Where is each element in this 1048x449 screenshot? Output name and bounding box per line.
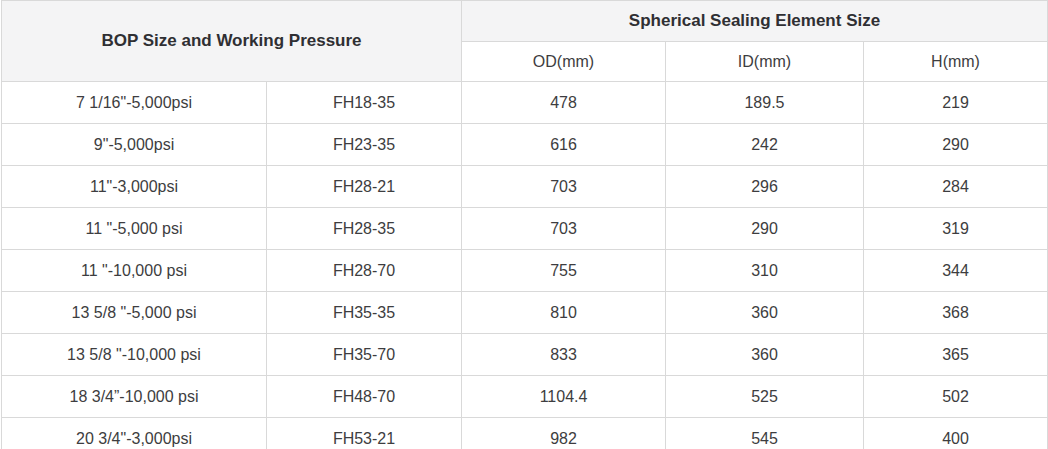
- bop-size-cell: 20 3/4"-3,000psi: [2, 418, 267, 449]
- h-cell: 502: [864, 376, 1048, 418]
- od-cell: 703: [462, 166, 666, 208]
- header-id-mm: ID(mm): [666, 42, 864, 82]
- table-row: 9"-5,000psi FH23-35 616 242 290: [2, 124, 1048, 166]
- model-cell: FH53-21: [267, 418, 462, 449]
- model-cell: FH35-35: [267, 292, 462, 334]
- id-cell: 360: [666, 292, 864, 334]
- h-cell: 365: [864, 334, 1048, 376]
- bop-size-cell: 11 "-5,000 psi: [2, 208, 267, 250]
- table-row: 13 5/8 "-10,000 psi FH35-70 833 360 365: [2, 334, 1048, 376]
- table-body: 7 1/16"-5,000psi FH18-35 478 189.5 219 9…: [2, 82, 1048, 449]
- table-row: 20 3/4"-3,000psi FH53-21 982 545 400: [2, 418, 1048, 449]
- table-row: 18 3/4”-10,000 psi FH48-70 1104.4 525 50…: [2, 376, 1048, 418]
- header-spherical-sealing-element-size: Spherical Sealing Element Size: [462, 1, 1048, 42]
- header-group-row: BOP Size and Working Pressure Spherical …: [2, 1, 1048, 42]
- bop-size-cell: 11"-3,000psi: [2, 166, 267, 208]
- model-cell: FH28-35: [267, 208, 462, 250]
- h-cell: 290: [864, 124, 1048, 166]
- h-cell: 219: [864, 82, 1048, 124]
- od-cell: 982: [462, 418, 666, 449]
- bop-size-cell: 13 5/8 "-10,000 psi: [2, 334, 267, 376]
- bop-size-cell: 7 1/16"-5,000psi: [2, 82, 267, 124]
- model-cell: FH35-70: [267, 334, 462, 376]
- table-row: 11 "-5,000 psi FH28-35 703 290 319: [2, 208, 1048, 250]
- h-cell: 284: [864, 166, 1048, 208]
- id-cell: 242: [666, 124, 864, 166]
- page-background: BOP Size and Working Pressure Spherical …: [0, 0, 1048, 449]
- id-cell: 525: [666, 376, 864, 418]
- model-cell: FH28-21: [267, 166, 462, 208]
- h-cell: 344: [864, 250, 1048, 292]
- od-cell: 755: [462, 250, 666, 292]
- bop-size-cell: 9"-5,000psi: [2, 124, 267, 166]
- od-cell: 616: [462, 124, 666, 166]
- bop-spec-table: BOP Size and Working Pressure Spherical …: [1, 0, 1048, 449]
- id-cell: 545: [666, 418, 864, 449]
- model-cell: FH23-35: [267, 124, 462, 166]
- od-cell: 810: [462, 292, 666, 334]
- table-row: 13 5/8 "-5,000 psi FH35-35 810 360 368: [2, 292, 1048, 334]
- od-cell: 1104.4: [462, 376, 666, 418]
- model-cell: FH18-35: [267, 82, 462, 124]
- header-bop-size-working-pressure: BOP Size and Working Pressure: [2, 1, 462, 82]
- od-cell: 478: [462, 82, 666, 124]
- bop-size-cell: 18 3/4”-10,000 psi: [2, 376, 267, 418]
- table-row: 11"-3,000psi FH28-21 703 296 284: [2, 166, 1048, 208]
- bop-size-cell: 11 "-10,000 psi: [2, 250, 267, 292]
- id-cell: 360: [666, 334, 864, 376]
- od-cell: 703: [462, 208, 666, 250]
- table-row: 11 "-10,000 psi FH28-70 755 310 344: [2, 250, 1048, 292]
- header-od-mm: OD(mm): [462, 42, 666, 82]
- od-cell: 833: [462, 334, 666, 376]
- h-cell: 319: [864, 208, 1048, 250]
- id-cell: 290: [666, 208, 864, 250]
- id-cell: 189.5: [666, 82, 864, 124]
- header-h-mm: H(mm): [864, 42, 1048, 82]
- h-cell: 400: [864, 418, 1048, 449]
- h-cell: 368: [864, 292, 1048, 334]
- id-cell: 296: [666, 166, 864, 208]
- model-cell: FH48-70: [267, 376, 462, 418]
- model-cell: FH28-70: [267, 250, 462, 292]
- table-row: 7 1/16"-5,000psi FH18-35 478 189.5 219: [2, 82, 1048, 124]
- id-cell: 310: [666, 250, 864, 292]
- bop-size-cell: 13 5/8 "-5,000 psi: [2, 292, 267, 334]
